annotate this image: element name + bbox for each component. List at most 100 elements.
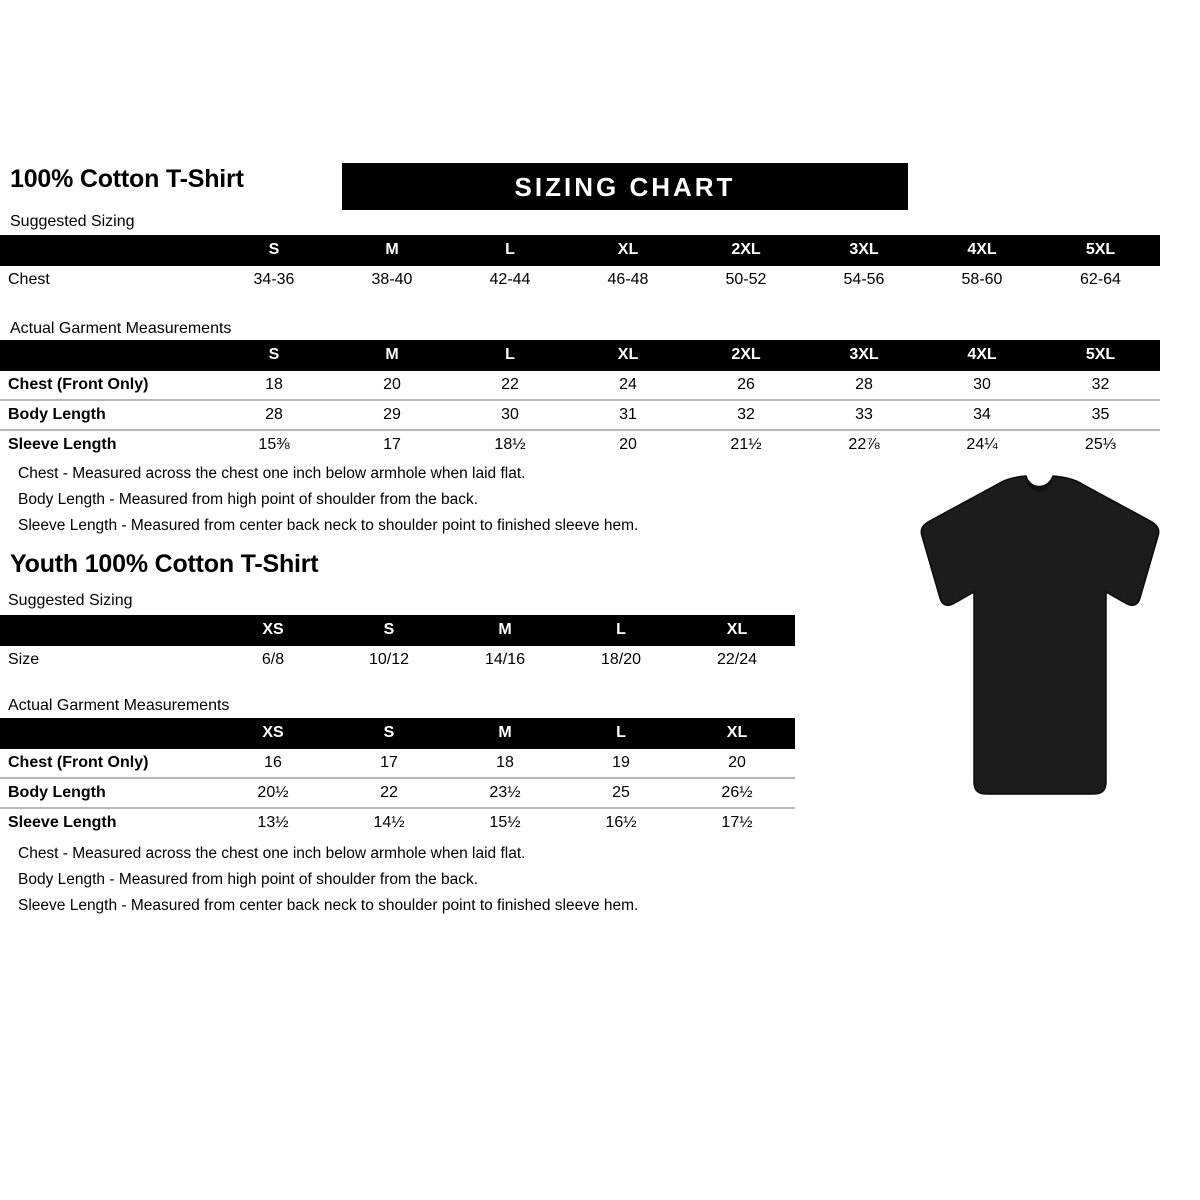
column-header-size: 2XL <box>731 346 761 363</box>
column-header-blank <box>0 718 215 749</box>
column-header-size: L <box>616 724 626 741</box>
table-cell: 18 <box>447 749 563 778</box>
row-label: Body Length <box>0 777 215 808</box>
tshirt-image <box>890 470 1190 810</box>
sizing-chart-banner: SIZING CHART <box>342 163 908 210</box>
page-title: 100% Cotton T-Shirt <box>10 165 244 193</box>
table-cell: 18½ <box>451 429 569 459</box>
table-row: Sleeve Length 15⅜ 17 18½ 20 21½ 22⅞ 24¼ … <box>0 429 1160 459</box>
column-header-size: 4XL <box>967 346 997 363</box>
table-cell: 17 <box>331 749 447 778</box>
column-header-size: 5XL <box>1085 241 1116 258</box>
table-cell: 18 <box>215 371 333 400</box>
table-cell: 30 <box>451 399 569 430</box>
table-cell: 20 <box>333 371 451 400</box>
table-cell: 6/8 <box>215 646 331 674</box>
table-cell: 22 <box>451 371 569 400</box>
column-header-blank <box>0 235 215 266</box>
note-body-length: Body Length - Measured from high point o… <box>18 871 479 888</box>
youth-actual-measurements-table: XS S M L XL Chest (Front Only) 16 17 18 … <box>0 718 795 837</box>
table-cell: 34-36 <box>215 266 333 294</box>
table-cell: 17 <box>333 429 451 459</box>
table-cell: 20 <box>569 429 687 459</box>
table-cell: 34 <box>923 399 1041 430</box>
column-header-size: 4XL <box>967 241 997 258</box>
table-cell: 62-64 <box>1041 266 1160 294</box>
row-label: Chest (Front Only) <box>0 749 215 778</box>
table-cell: 14½ <box>331 807 447 837</box>
table-cell: 20 <box>679 749 795 778</box>
table-cell: 19 <box>563 749 679 778</box>
row-label: Size <box>0 646 215 674</box>
column-header-size: XL <box>617 346 639 363</box>
youth-actual-measurements-label: Actual Garment Measurements <box>8 697 230 714</box>
note-sleeve-length: Sleeve Length - Measured from center bac… <box>18 517 639 534</box>
table-cell: 33 <box>805 399 923 430</box>
column-header-size: 5XL <box>1085 346 1116 363</box>
column-header-size: M <box>498 724 512 741</box>
table-cell: 32 <box>687 399 805 430</box>
table-row: Chest 34-36 38-40 42-44 46-48 50-52 54-5… <box>0 266 1160 294</box>
table-cell: 23½ <box>447 777 563 808</box>
note-chest: Chest - Measured across the chest one in… <box>18 465 526 482</box>
row-label: Chest <box>0 266 215 294</box>
table-row: Chest (Front Only) 18 20 22 24 26 28 30 … <box>0 371 1160 400</box>
column-header-size: XL <box>617 241 639 258</box>
column-header-size: L <box>505 241 515 258</box>
youth-suggested-sizing-label: Suggested Sizing <box>8 592 133 609</box>
table-cell: 30 <box>923 371 1041 400</box>
column-header-blank <box>0 615 215 646</box>
youth-section-title: Youth 100% Cotton T-Shirt <box>10 550 319 578</box>
column-header-size: 3XL <box>849 346 879 363</box>
column-header-size: L <box>616 621 626 638</box>
table-row: Body Length 28 29 30 31 32 33 34 35 <box>0 399 1160 430</box>
table-cell: 46-48 <box>569 266 687 294</box>
adult-suggested-sizing-label: Suggested Sizing <box>10 213 135 230</box>
table-cell: 20½ <box>215 777 331 808</box>
column-header-size: XS <box>262 724 284 741</box>
table-row: Chest (Front Only) 16 17 18 19 20 <box>0 749 795 778</box>
column-header-size: L <box>505 346 515 363</box>
table-header-row: S M L XL 2XL 3XL 4XL 5XL <box>0 340 1160 371</box>
table-cell: 35 <box>1041 399 1160 430</box>
table-cell: 22 <box>331 777 447 808</box>
row-label: Sleeve Length <box>0 807 215 837</box>
table-cell: 18/20 <box>563 646 679 674</box>
row-label: Sleeve Length <box>0 429 215 459</box>
table-cell: 14/16 <box>447 646 563 674</box>
adult-actual-measurements-label: Actual Garment Measurements <box>10 320 232 337</box>
table-cell: 29 <box>333 399 451 430</box>
table-cell: 50-52 <box>687 266 805 294</box>
table-cell: 42-44 <box>451 266 569 294</box>
table-cell: 26 <box>687 371 805 400</box>
table-cell: 24¼ <box>923 429 1041 459</box>
table-cell: 13½ <box>215 807 331 837</box>
column-header-size: 3XL <box>849 241 879 258</box>
table-cell: 38-40 <box>333 266 451 294</box>
column-header-blank <box>0 340 215 371</box>
table-cell: 25 <box>563 777 679 808</box>
column-header-size: S <box>268 241 280 258</box>
table-cell: 28 <box>215 399 333 430</box>
row-label: Body Length <box>0 399 215 430</box>
column-header-size: XL <box>726 724 748 741</box>
table-cell: 16½ <box>563 807 679 837</box>
table-cell: 15⅜ <box>215 429 333 459</box>
table-cell: 16 <box>215 749 331 778</box>
table-cell: 22/24 <box>679 646 795 674</box>
table-cell: 54-56 <box>805 266 923 294</box>
youth-measurement-notes: Chest - Measured across the chest one in… <box>18 841 638 919</box>
table-header-row: XS S M L XL <box>0 615 795 646</box>
youth-suggested-sizing-table: XS S M L XL Size 6/8 10/12 14/16 18/20 2… <box>0 615 795 674</box>
table-row: Body Length 20½ 22 23½ 25 26½ <box>0 777 795 808</box>
note-sleeve-length: Sleeve Length - Measured from center bac… <box>18 897 639 914</box>
column-header-size: M <box>385 346 399 363</box>
table-cell: 17½ <box>679 807 795 837</box>
column-header-size: M <box>385 241 399 258</box>
table-cell: 26½ <box>679 777 795 808</box>
adult-measurement-notes: Chest - Measured across the chest one in… <box>18 461 638 539</box>
table-cell: 25⅓ <box>1041 429 1160 459</box>
table-cell: 22⅞ <box>805 429 923 459</box>
adult-suggested-sizing-table: S M L XL 2XL 3XL 4XL 5XL Chest 34-36 38-… <box>0 235 1160 294</box>
